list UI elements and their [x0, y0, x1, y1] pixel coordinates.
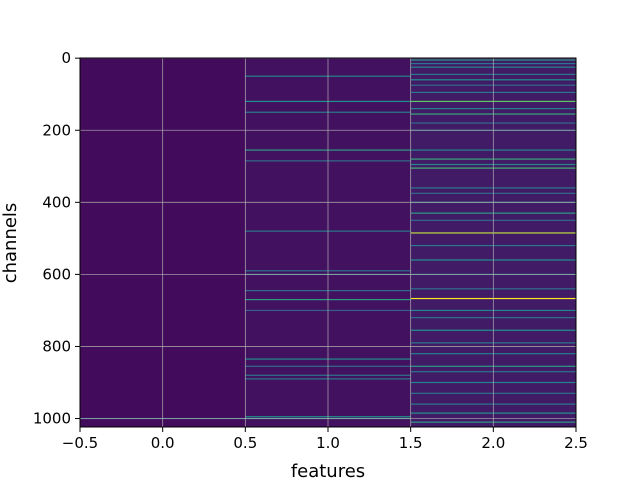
- x-axis-label: features: [291, 461, 365, 480]
- y-tick-label: 600: [42, 265, 71, 283]
- y-tick-label: 800: [42, 337, 71, 355]
- x-tick-label: 1.5: [399, 434, 423, 452]
- x-tick-label: 0.5: [233, 434, 257, 452]
- y-tick-label: 0: [61, 49, 71, 67]
- x-tick-label: 1.0: [316, 434, 340, 452]
- x-tick-label: 2.0: [481, 434, 505, 452]
- y-tick-label: 400: [42, 193, 71, 211]
- x-tick-label: −0.5: [62, 434, 98, 452]
- x-tick-label: 2.5: [564, 434, 588, 452]
- y-tick-label: 200: [42, 121, 71, 139]
- axis-ticks: −0.5 0.0 0.5 1.0 1.5 2.0 2.5 0 200 400 600 800 1000: [33, 49, 588, 452]
- x-tick-label: 0.0: [151, 434, 175, 452]
- y-tick-label: 1000: [33, 410, 71, 428]
- y-axis-label: channels: [0, 203, 21, 284]
